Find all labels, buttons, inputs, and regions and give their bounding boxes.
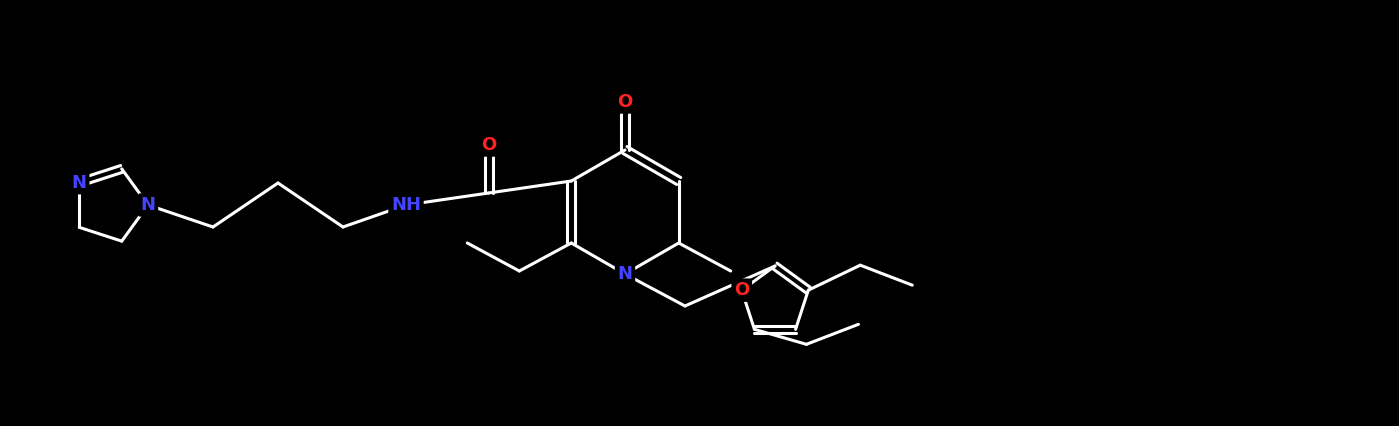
Text: NH: NH [390,196,421,214]
Text: O: O [481,136,497,154]
Text: O: O [734,281,750,299]
Text: N: N [140,196,155,214]
Text: N: N [71,174,87,192]
Text: O: O [617,93,632,111]
Text: N: N [617,265,632,283]
